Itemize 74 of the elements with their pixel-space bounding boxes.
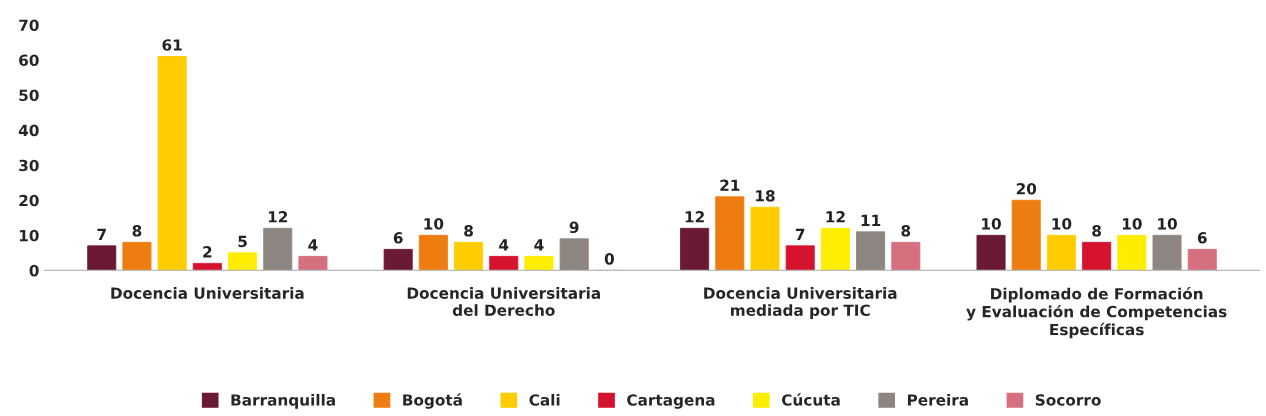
y-tick-label: 40 (18, 124, 39, 137)
data-label: 21 (720, 179, 740, 191)
bar (1046, 234, 1076, 271)
data-label: 7 (795, 228, 805, 240)
bar (1117, 234, 1147, 271)
bar (1187, 248, 1217, 271)
bar (524, 255, 554, 271)
bar (976, 234, 1006, 271)
y-tick-label: 0 (29, 264, 39, 277)
bar (87, 245, 117, 271)
data-label: 2 (203, 246, 212, 258)
bar (454, 241, 484, 271)
data-label: 8 (1092, 225, 1101, 237)
bar (820, 227, 850, 271)
data-label: 10 (982, 218, 1001, 230)
bar (298, 255, 328, 271)
data-label: 12 (268, 211, 288, 223)
data-label: 4 (499, 239, 509, 251)
data-label: 12 (685, 211, 704, 223)
legend-label: Barranquilla (231, 393, 335, 409)
data-label: 10 (1122, 218, 1142, 230)
data-label: 10 (1052, 218, 1072, 230)
data-label: 4 (534, 239, 544, 251)
bar (785, 245, 815, 271)
bar (418, 234, 448, 271)
data-label: 8 (901, 225, 911, 237)
bar (1082, 241, 1112, 271)
y-tick-label: 60 (19, 54, 39, 67)
bar (263, 227, 293, 271)
legend-label: Cali (529, 393, 560, 406)
data-label: 18 (756, 189, 775, 202)
x-tick-label: Docencia Universitaria mediada por TIC (704, 287, 897, 319)
legend-label: Bogotá (403, 393, 462, 409)
data-label: 0 (604, 253, 614, 265)
y-tick-label: 70 (19, 19, 39, 31)
data-label: 6 (1197, 232, 1207, 244)
bar (680, 227, 710, 271)
data-label: 10 (424, 218, 444, 230)
legend-label: Pereira (907, 393, 968, 406)
data-label: 11 (861, 214, 881, 226)
legend-label: Cúcuta (781, 393, 840, 406)
x-tick-label: Docencia Universitaria (111, 287, 304, 299)
data-label: 20 (1016, 182, 1037, 195)
y-tick-label: 50 (19, 89, 39, 102)
x-tick-label: Docencia Universitaria del Derecho (407, 287, 600, 316)
y-tick-label: 20 (19, 194, 39, 207)
data-label: 8 (464, 225, 473, 237)
bar (891, 241, 921, 271)
data-label: 12 (826, 211, 845, 223)
data-label: 7 (97, 228, 106, 240)
legend-label: Cartagena (627, 394, 715, 409)
data-label: 5 (238, 235, 247, 248)
bar (856, 231, 886, 271)
y-tick-label: 30 (19, 159, 39, 172)
bar (489, 255, 519, 271)
bar (715, 196, 745, 271)
bar (559, 238, 589, 271)
bar (383, 248, 413, 271)
data-label: 9 (569, 221, 579, 234)
bar (1152, 234, 1182, 271)
bar (228, 252, 258, 271)
y-tick-label: 10 (19, 229, 39, 242)
data-label: 6 (393, 232, 403, 244)
data-label: 61 (162, 39, 182, 51)
bar (157, 56, 187, 271)
data-label: 4 (308, 239, 318, 251)
x-tick-label: Diplomado de Formación y Evaluación de Competencias Específicas (966, 287, 1227, 339)
data-label: 10 (1158, 218, 1177, 230)
legend-label: Socorro (1035, 394, 1101, 406)
data-label: 8 (132, 225, 142, 237)
bar (122, 241, 152, 271)
bar (750, 206, 780, 271)
bar (1011, 199, 1041, 271)
bar (192, 262, 222, 271)
